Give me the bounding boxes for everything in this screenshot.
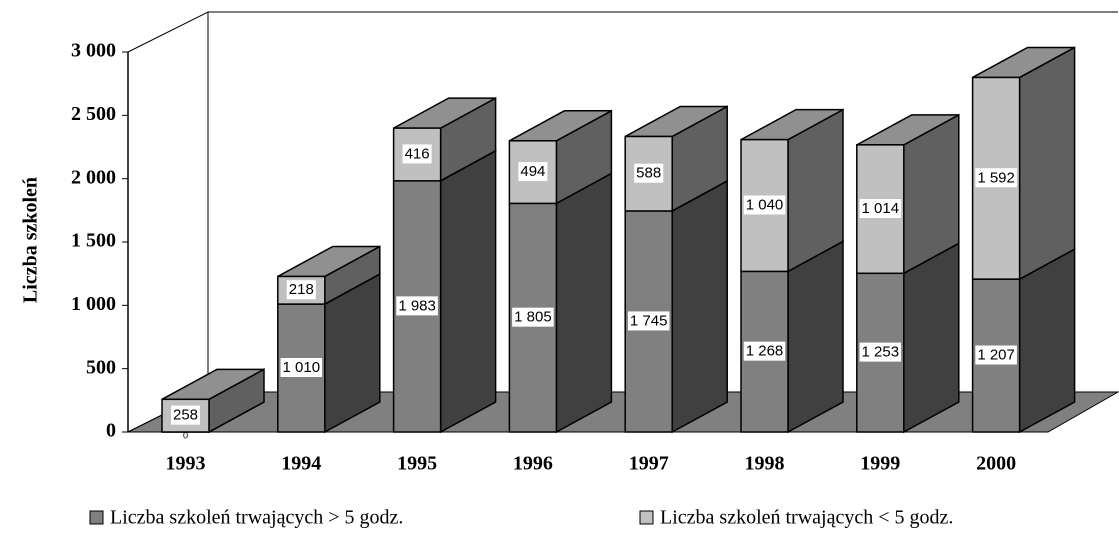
x-tick-label: 1995 [397,453,437,475]
x-tick-label: 1993 [166,453,206,475]
data-label: 494 [520,163,545,180]
data-label-box [859,199,902,219]
data-label-box [859,342,902,362]
data-label-box [743,341,786,361]
y-tick-label: 2 500 [71,103,116,125]
data-label: 258 [173,407,198,424]
y-tick-label: 0 [106,420,116,442]
bar-side [671,179,728,434]
side-wall [127,11,209,433]
bar-side [555,172,613,434]
data-label-box [396,296,438,316]
data-label: 1 253 [862,344,900,361]
data-label: 1 983 [398,297,436,314]
data-label-box [743,195,786,215]
bar-side [1018,46,1076,281]
data-label: 218 [289,281,314,298]
bar-side [787,240,844,434]
data-label: 0 [183,430,188,440]
data-label-box [280,358,323,378]
y-tick-label: 2 000 [71,166,116,188]
legend-swatch [639,510,654,525]
data-label: 1 268 [746,343,784,360]
data-label: 1 040 [746,196,784,213]
data-label: 1 805 [514,309,552,326]
x-tick-label: 1997 [629,453,669,475]
data-label-box [170,405,201,425]
data-label-box [975,168,1017,188]
x-tick-label: 1999 [860,453,900,475]
bar-side [439,149,497,434]
data-label-box [286,280,316,300]
data-label: 1 745 [630,312,668,329]
data-label-box [512,307,554,327]
y-tick-label: 1 500 [71,230,116,252]
data-label-box [627,311,670,331]
data-label: 1 010 [283,359,321,376]
y-tick-label: 3 000 [71,40,116,62]
x-tick-label: 2000 [976,453,1016,475]
legend-label: Liczba szkoleń trwających > 5 godz. [110,507,403,529]
data-label-box [518,162,548,182]
data-label: 1 014 [862,200,900,217]
x-tick-label: 1998 [745,453,785,475]
bar-side [1018,247,1076,434]
data-label: 588 [636,165,661,182]
y-tick-label: 1 000 [71,293,116,315]
x-tick-label: 1996 [513,453,553,475]
legend-label: Liczba szkoleń trwających < 5 godz. [660,507,953,529]
floor [127,391,1119,433]
data-label: 1 592 [977,169,1015,186]
bar-side [903,242,960,434]
data-label-box [975,345,1017,365]
x-tick-label: 1994 [281,453,321,475]
data-label: 416 [405,145,430,162]
data-label-box [634,163,664,183]
legend-swatch [89,510,104,525]
y-tick-label: 500 [86,356,116,378]
data-label-box [402,144,432,164]
y-axis-label: Liczba szkoleń [20,177,42,303]
data-label: 1 207 [977,347,1015,364]
